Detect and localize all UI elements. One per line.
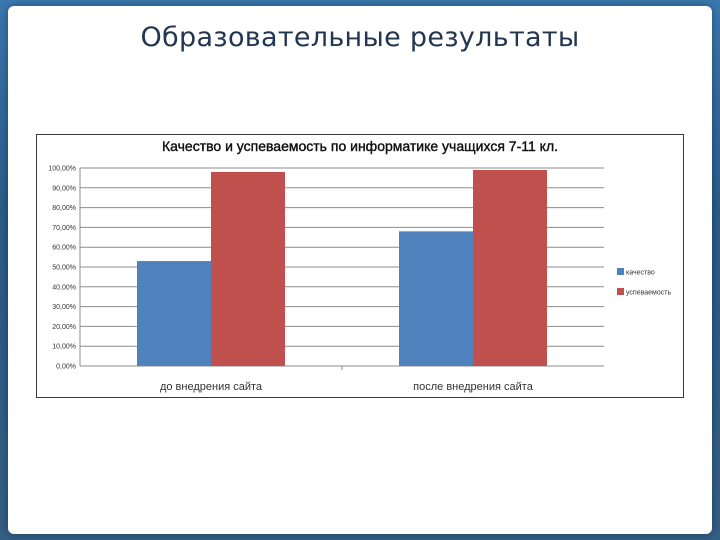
y-tick-label: 60,00% xyxy=(52,245,76,252)
y-tick-label: 40,00% xyxy=(52,284,76,291)
bar-success-0 xyxy=(211,171,285,366)
y-tick-label: 30,00% xyxy=(52,304,76,311)
legend-swatch xyxy=(617,288,624,295)
y-tick-label: 80,00% xyxy=(52,205,76,212)
x-category-label: после внедрения сайта xyxy=(413,381,534,393)
bar-success-1 xyxy=(473,169,547,366)
legend-label: качество xyxy=(626,270,655,277)
y-tick-label: 90,00% xyxy=(52,185,76,192)
bar-quality-1 xyxy=(399,231,473,366)
legend-swatch xyxy=(617,268,624,275)
y-tick-label: 50,00% xyxy=(52,265,76,272)
y-tick-label: 70,00% xyxy=(52,225,76,232)
chart-title: Качество и успеваемость по информатике у… xyxy=(162,138,558,154)
legend-label: успеваемость xyxy=(626,290,671,297)
y-tick-label: 10,00% xyxy=(52,344,76,351)
bar-quality-0 xyxy=(137,261,211,366)
y-tick-label: 0,00% xyxy=(56,364,76,371)
y-tick-label: 20,00% xyxy=(52,324,76,331)
y-tick-label: 100,00% xyxy=(48,166,76,173)
x-category-label: до внедрения сайта xyxy=(160,381,263,393)
slide-title: Образовательные результаты xyxy=(140,22,580,53)
